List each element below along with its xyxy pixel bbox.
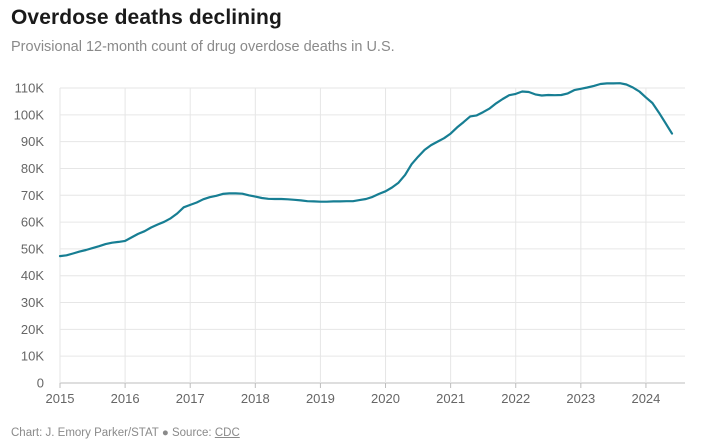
x-tick-label: 2024 — [631, 391, 660, 406]
y-tick-label: 90K — [21, 134, 44, 149]
overdose-deaths-line — [58, 82, 674, 258]
y-tick-label: 80K — [21, 161, 44, 176]
x-tick-label: 2019 — [306, 391, 335, 406]
chart-title: Overdose deaths declining — [11, 6, 282, 29]
x-tick-label: 2023 — [566, 391, 595, 406]
source-link[interactable]: CDC — [214, 427, 240, 439]
y-tick-label: 10K — [21, 349, 44, 364]
y-tick-label: 70K — [21, 188, 44, 203]
credit-text: Chart: J. Emory Parker/STAT — [11, 427, 159, 439]
separator-dot: ● — [161, 427, 169, 439]
y-tick-label: 20K — [21, 322, 44, 337]
y-tick-label: 50K — [21, 241, 44, 256]
x-tick-label: 2015 — [46, 391, 75, 406]
x-tick-label: 2021 — [436, 391, 465, 406]
y-tick-label: 60K — [21, 215, 44, 230]
x-tick-label: 2017 — [176, 391, 205, 406]
line-chart: 0 10K 20K 30K 40K 50K 60K 70K 80K 90K 100K 110K 2015… — [14, 81, 685, 406]
x-tick-label: 2016 — [111, 391, 140, 406]
y-tick-label: 0 — [37, 376, 44, 391]
y-tick-label: 30K — [21, 295, 44, 310]
source-label: Source: — [171, 427, 212, 439]
chart-footer: Chart: J. Emory Parker/STAT ● Source: CD… — [11, 427, 240, 439]
y-tick-label: 110K — [15, 81, 45, 96]
y-tick-label: 40K — [21, 268, 44, 283]
x-tick-label: 2022 — [501, 391, 530, 406]
x-tick-label: 2018 — [241, 391, 270, 406]
chart-subtitle: Provisional 12-month count of drug overd… — [11, 39, 395, 55]
y-tick-label: 100K — [14, 107, 45, 122]
x-tick-label: 2020 — [371, 391, 400, 406]
